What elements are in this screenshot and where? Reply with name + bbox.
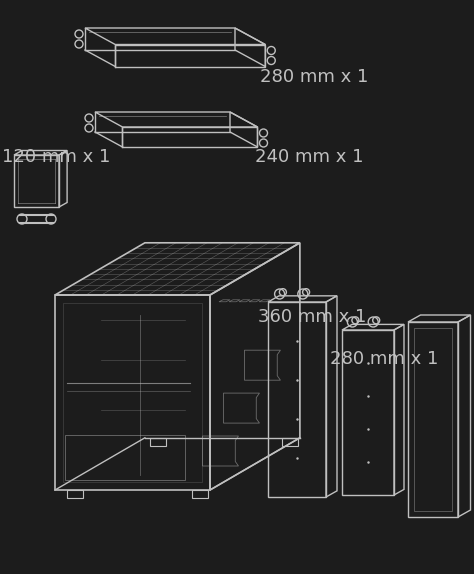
Text: 280 mm x 1: 280 mm x 1 [260,68,368,86]
Text: 280 mm x 1: 280 mm x 1 [330,350,438,368]
Text: 120 mm x 1: 120 mm x 1 [2,148,110,166]
Text: 360 mm x 1: 360 mm x 1 [258,308,366,326]
Text: 240 mm x 1: 240 mm x 1 [255,148,364,166]
